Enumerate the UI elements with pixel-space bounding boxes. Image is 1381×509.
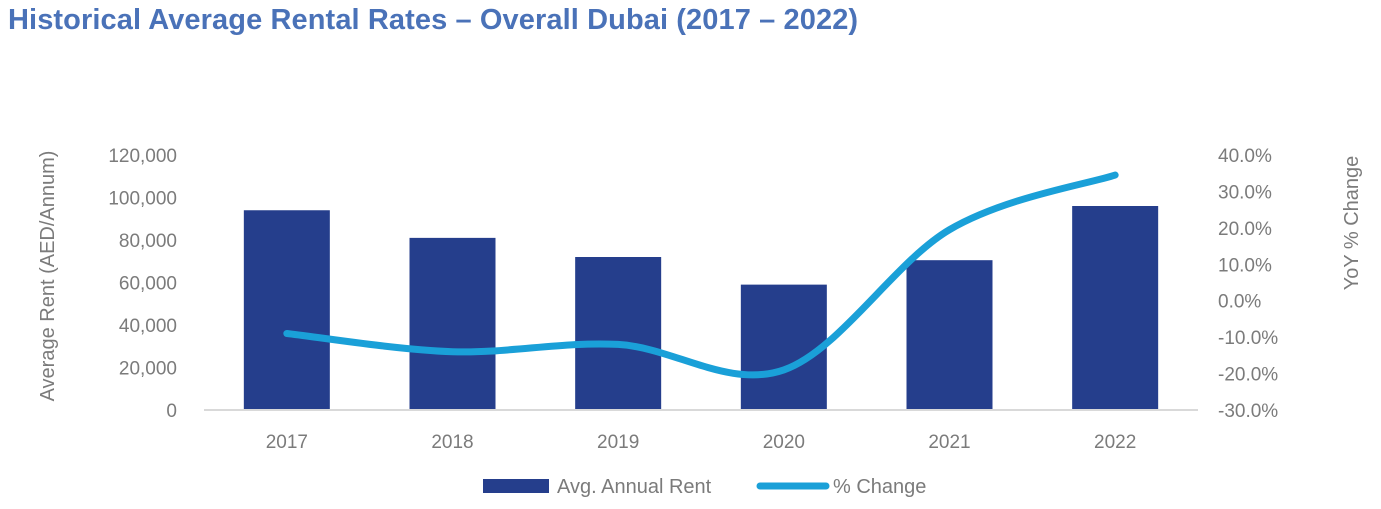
right-tick: 0.0% [1218,292,1261,313]
x-tick-2019: 2019 [597,432,639,453]
percent-change-line [283,171,1119,379]
right-tick: 30.0% [1218,182,1272,203]
left-tick: 20,000 [119,359,177,380]
x-axis-ticks: 2017 2018 2019 2020 2021 2022 [266,432,1137,453]
left-tick: 60,000 [119,274,177,295]
right-axis-label: YoY % Change [1341,156,1363,291]
bar-2019 [575,257,662,410]
bar-2020 [740,284,827,410]
right-tick: -30.0% [1218,401,1278,422]
left-tick: 120,000 [108,146,177,167]
bar-series [243,206,1159,410]
x-tick-2018: 2018 [431,432,473,453]
legend-line-label: % Change [833,476,926,498]
legend-bar-label: Avg. Annual Rent [557,476,712,498]
bar-2017 [243,210,330,410]
x-tick-2020: 2020 [763,432,805,453]
left-axis-label: Average Rent (AED/Annum) [37,151,59,402]
right-tick: -10.0% [1218,328,1278,349]
x-tick-2017: 2017 [266,432,308,453]
left-axis-ticks: 0 20,000 40,000 60,000 80,000 100,000 120,000 [108,146,177,422]
bar-2021 [906,260,993,410]
legend: Avg. Annual Rent % Change [483,476,926,498]
right-tick: 40.0% [1218,146,1272,167]
x-tick-2022: 2022 [1094,432,1136,453]
bar-2022 [1072,206,1159,410]
bar-2018 [409,237,496,410]
left-tick: 80,000 [119,231,177,252]
legend-bar-swatch [483,479,549,493]
chart-title: Historical Average Rental Rates – Overal… [8,4,859,36]
right-tick: 20.0% [1218,219,1272,240]
right-tick: 10.0% [1218,255,1272,276]
right-axis-ticks: -30.0% -20.0% -10.0% 0.0% 10.0% 20.0% 30.0% 40.… [1218,146,1278,422]
left-tick: 100,000 [108,189,177,210]
left-tick: 0 [166,401,177,422]
x-tick-2021: 2021 [928,432,970,453]
right-tick: -20.0% [1218,365,1278,386]
left-tick: 40,000 [119,316,177,337]
